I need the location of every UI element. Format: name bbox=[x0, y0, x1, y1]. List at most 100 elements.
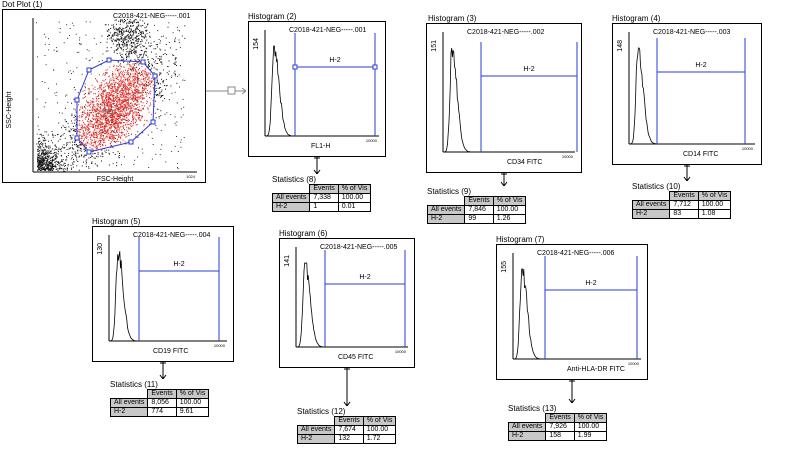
stats-pct: 1.08 bbox=[697, 209, 732, 219]
dot-plot-sample: C2018-421-NEG-----.001 bbox=[113, 13, 191, 20]
dot-plot-gate-label: R1 bbox=[105, 109, 114, 116]
histogram-xlabel: FL1-H bbox=[311, 143, 330, 150]
stats-events: 158 bbox=[545, 431, 575, 441]
histogram-xlabel: CD34 FITC bbox=[507, 159, 542, 166]
stats-connector bbox=[343, 368, 351, 406]
stats-row-label: All events bbox=[109, 398, 149, 408]
gate-label: H-2 bbox=[359, 274, 370, 281]
stats-header-pct: % of Vis bbox=[337, 184, 372, 194]
histogram-sample: C2018-421-NEG-----.005 bbox=[320, 244, 398, 251]
histogram-ymax: 154 bbox=[253, 38, 260, 50]
stats-pct: 9.61 bbox=[175, 407, 210, 417]
histogram-title: Histogram (4) bbox=[612, 14, 661, 23]
histogram-panel[interactable]: 130 C2018-421-NEG-----.004 10000 CD19 FITC H… bbox=[92, 226, 234, 362]
histogram-svg: 141 C2018-421-NEG-----.005 10000 CD45 FITC H… bbox=[284, 244, 408, 361]
r1-gate-polygon bbox=[76, 59, 156, 153]
histogram-xlabel: CD45 FITC bbox=[338, 354, 373, 361]
stats-connector bbox=[500, 173, 508, 186]
histogram-xlabel: CD14 FITC bbox=[683, 151, 718, 158]
histogram-sample: C2018-421-NEG-----.003 bbox=[653, 29, 731, 36]
histogram-xmax: 10000 bbox=[742, 146, 754, 151]
stats-row-label: H-2 bbox=[631, 209, 671, 219]
histogram-panel[interactable]: 154 C2018-421-NEG-----.001 10000 FL1-H H-2 bbox=[248, 21, 386, 157]
stats-pct: 1.72 bbox=[362, 434, 397, 444]
stats-row-label: H-2 bbox=[507, 431, 547, 441]
stats-row: All events 7,926 100.00 bbox=[507, 422, 608, 432]
gate-handle bbox=[140, 59, 146, 65]
stats-row-label: H-2 bbox=[426, 214, 466, 224]
stats-events: 1 bbox=[309, 202, 339, 212]
stats-row: All events 7,712 100.00 bbox=[631, 200, 732, 210]
stats-row: H-2 158 1.99 bbox=[507, 431, 608, 441]
stats-pct: 1.99 bbox=[573, 431, 608, 441]
gate-handle bbox=[74, 135, 80, 141]
histogram-panel[interactable]: 151 C2018-421-NEG-----.002 10000 CD34 FITC H… bbox=[426, 23, 582, 173]
gate-handle bbox=[150, 119, 156, 125]
histogram-xlabel: Anti-HLA-DR FITC bbox=[567, 366, 625, 373]
gate-label: H-2 bbox=[523, 66, 534, 73]
stats-table: Events% of Vis All events 7,712 100.00 H-2 83… bbox=[631, 191, 732, 219]
stats-table: Events% of Vis All events 8,056 100.00 H-2 77… bbox=[109, 389, 210, 417]
dot-plot-xmax: 1024 bbox=[186, 174, 196, 179]
stats-events: 8,056 bbox=[147, 398, 177, 408]
gate-handle bbox=[128, 139, 134, 145]
histogram-curve bbox=[629, 47, 663, 145]
stats-pct: 100.00 bbox=[362, 425, 397, 435]
histogram-panel[interactable]: 141 C2018-421-NEG-----.005 10000 CD45 FITC H… bbox=[279, 238, 415, 368]
histogram-sample: C2018-421-NEG-----.001 bbox=[289, 27, 367, 34]
stats-connector bbox=[159, 362, 167, 379]
stats-connector bbox=[683, 165, 691, 181]
gate-handles bbox=[74, 57, 158, 155]
stats-row-label: All events bbox=[296, 425, 336, 435]
histogram-curve bbox=[513, 268, 547, 360]
stats-events: 7,926 bbox=[545, 422, 575, 432]
stats-events: 774 bbox=[147, 407, 177, 417]
histogram-sample: C2018-421-NEG-----.004 bbox=[133, 232, 211, 239]
histogram-panel[interactable]: 155 C2018-421-NEG-----.006 10000 Anti-HLA-D… bbox=[496, 244, 648, 380]
histogram-svg: 130 C2018-421-NEG-----.004 10000 CD19 FITC H… bbox=[97, 232, 227, 355]
stats-row-label: All events bbox=[631, 200, 671, 210]
stats-connector bbox=[568, 380, 576, 403]
stats-events: 99 bbox=[464, 214, 494, 224]
stats-connector bbox=[313, 157, 321, 174]
histogram-panel[interactable]: 148 C2018-421-NEG-----.003 10000 CD14 FITC H… bbox=[612, 23, 762, 165]
histogram-xlabel: CD19 FITC bbox=[153, 348, 188, 355]
stats-row-label: All events bbox=[507, 422, 547, 432]
histogram-sample: C2018-421-NEG-----.002 bbox=[467, 29, 545, 36]
histogram-svg: 151 C2018-421-NEG-----.002 10000 CD34 FITC H… bbox=[431, 29, 578, 166]
stats-row: All events 7,846 100.00 bbox=[426, 205, 527, 215]
gate-label: H-2 bbox=[585, 280, 596, 287]
dot-plot-panel[interactable]: SSC-Height FSC-Height 1024 C2018-421-NEG… bbox=[2, 9, 206, 183]
stats-header-events: Events bbox=[669, 191, 699, 201]
dot-plot-xlabel: FSC-Height bbox=[97, 176, 134, 183]
dot-plot-ylabel: SSC-Height bbox=[6, 91, 13, 128]
stats-events: 7,846 bbox=[464, 205, 494, 215]
gate-link-connector bbox=[206, 86, 246, 95]
gate-handle bbox=[106, 57, 112, 63]
histogram-ymax: 151 bbox=[431, 40, 438, 52]
gate-label: H-2 bbox=[329, 57, 340, 64]
stats-pct: 1.26 bbox=[492, 214, 527, 224]
stats-row-label: All events bbox=[426, 205, 466, 215]
stats-table: Events% of Vis All events 7,674 100.00 H-2 13… bbox=[296, 416, 397, 444]
stats-row: H-2 99 1.26 bbox=[426, 214, 527, 224]
stats-events: 132 bbox=[334, 434, 364, 444]
gate-handle bbox=[86, 149, 92, 155]
histogram-xmax: 10000 bbox=[214, 343, 226, 348]
histogram-xmax: 10000 bbox=[366, 138, 378, 143]
stats-row-label: All events bbox=[271, 193, 311, 203]
dotplot-title: Dot Plot (1) bbox=[2, 0, 43, 9]
histogram-svg: 155 C2018-421-NEG-----.006 10000Anti-HLA-D… bbox=[501, 250, 641, 373]
stats-header-events: Events bbox=[334, 416, 364, 426]
histogram-sample: C2018-421-NEG-----.006 bbox=[537, 250, 615, 257]
stats-header-pct: % of Vis bbox=[573, 413, 608, 423]
gate-handle bbox=[292, 64, 298, 70]
stats-pct: 100.00 bbox=[337, 193, 372, 203]
histogram-curve bbox=[443, 47, 477, 153]
stats-row: H-2 774 9.61 bbox=[109, 407, 210, 417]
gate-handle bbox=[86, 67, 92, 73]
histogram-title: Histogram (5) bbox=[92, 217, 141, 226]
gate-handle bbox=[74, 97, 80, 103]
histogram-ymax: 148 bbox=[617, 40, 624, 52]
stats-pct: 100.00 bbox=[573, 422, 608, 432]
